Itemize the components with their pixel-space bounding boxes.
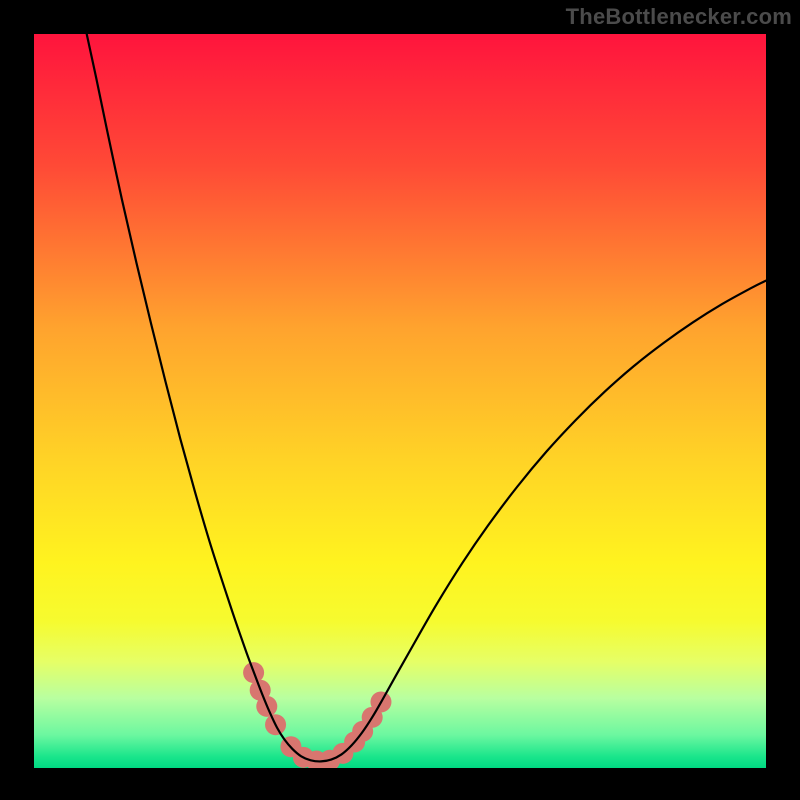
chart-stage: TheBottlenecker.com <box>0 0 800 800</box>
gradient-background <box>34 34 766 768</box>
watermark-label: TheBottlenecker.com <box>566 4 792 30</box>
plot-area <box>34 34 766 768</box>
plot-svg <box>34 34 766 768</box>
